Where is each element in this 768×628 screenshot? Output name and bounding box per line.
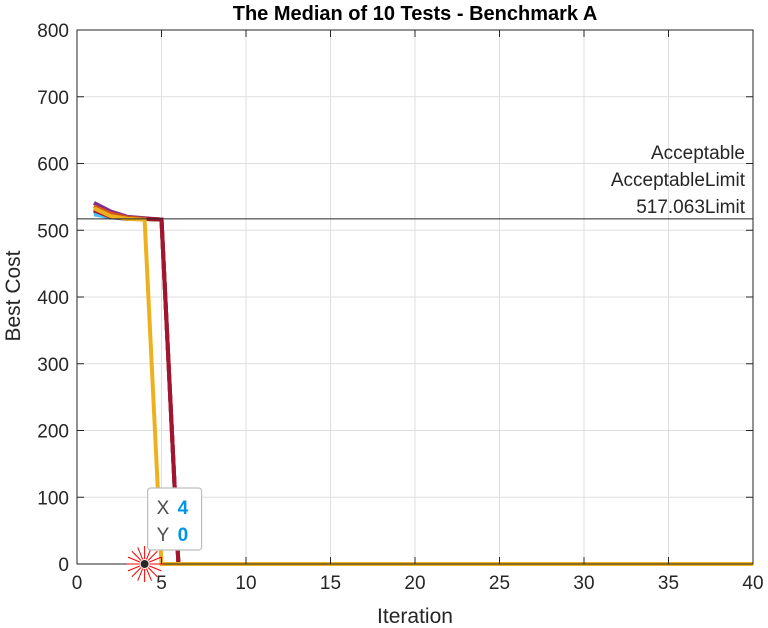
datatip-value: 0 bbox=[178, 525, 189, 546]
axes bbox=[76, 29, 754, 565]
x-tick-label: 20 bbox=[404, 573, 425, 594]
datatip[interactable]: X 4Y 0 bbox=[126, 487, 203, 582]
acceptable-limit-label: Acceptable bbox=[651, 143, 745, 164]
datatip-key: X bbox=[157, 498, 170, 519]
y-tick-label: 500 bbox=[37, 221, 69, 242]
y-tick-label: 600 bbox=[37, 155, 69, 176]
acceptable-limit-label: 517.063Limit bbox=[636, 197, 746, 218]
y-tick-label: 700 bbox=[37, 88, 69, 109]
x-tick-label: 5 bbox=[156, 573, 167, 594]
datatip-marker[interactable] bbox=[139, 559, 150, 569]
acceptable-limit-label: AcceptableLimit bbox=[611, 170, 746, 191]
x-tick-label: 30 bbox=[573, 573, 594, 594]
y-tick-label: 100 bbox=[37, 488, 69, 509]
x-tick-label: 35 bbox=[658, 573, 679, 594]
grid-lines bbox=[76, 29, 754, 565]
y-tick-label: 0 bbox=[58, 555, 69, 576]
y-axis-label: Best Cost bbox=[2, 250, 25, 341]
x-axis-label: Iteration bbox=[377, 605, 453, 628]
y-tick-labels: 0 100 200 300 400 500 600 700 800 bbox=[37, 21, 69, 576]
y-tick-label: 400 bbox=[37, 288, 69, 309]
acceptable-limit-line: Acceptable AcceptableLimit 517.063Limit bbox=[77, 143, 753, 220]
x-tick-labels: 0 5 10 15 20 25 30 35 40 bbox=[72, 573, 764, 594]
x-tick-label: 10 bbox=[235, 573, 256, 594]
x-tick-label: 15 bbox=[320, 573, 341, 594]
y-tick-label: 800 bbox=[37, 21, 69, 42]
y-tick-label: 200 bbox=[37, 422, 69, 443]
axes-box bbox=[76, 29, 754, 565]
x-tick-label: 40 bbox=[742, 573, 763, 594]
x-tick-label: 25 bbox=[489, 573, 510, 594]
datatip-value: 4 bbox=[178, 498, 189, 519]
y-tick-label: 300 bbox=[37, 355, 69, 376]
x-tick-label: 0 bbox=[72, 573, 83, 594]
datatip-box[interactable] bbox=[147, 487, 203, 551]
chart-title: The Median of 10 Tests - Benchmark A bbox=[233, 3, 598, 25]
datatip-key: Y bbox=[157, 525, 170, 546]
